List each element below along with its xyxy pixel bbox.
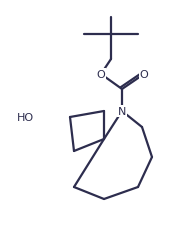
Text: O: O — [140, 70, 148, 80]
Text: N: N — [118, 106, 126, 117]
Text: O: O — [97, 70, 105, 80]
Text: HO: HO — [17, 112, 34, 122]
